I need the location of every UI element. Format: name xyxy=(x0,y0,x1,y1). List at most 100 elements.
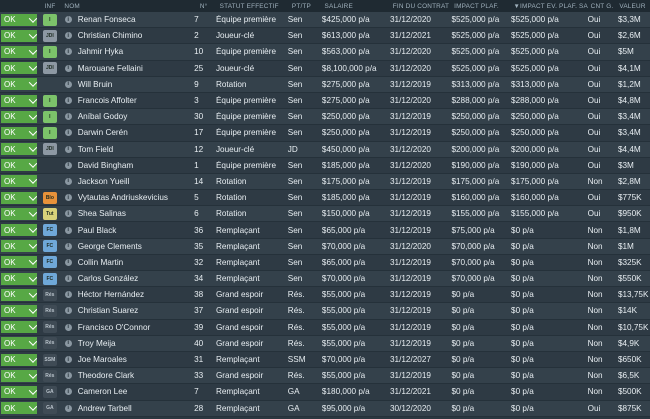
info-icon[interactable]: i xyxy=(64,210,72,218)
table-row[interactable]: OK FC i George Clements 35 Remplaçant Sen $70,0… xyxy=(0,238,650,255)
player-name[interactable]: George Clements xyxy=(77,241,142,251)
player-name[interactable]: Francisco O'Connor xyxy=(77,322,151,332)
selection-dropdown[interactable]: OK xyxy=(1,207,37,220)
selection-dropdown[interactable]: OK xyxy=(1,29,37,42)
player-name[interactable]: Carlos González xyxy=(77,274,139,284)
table-row[interactable]: OK FC i Carlos González 34 Remplaçant Sen $70,0… xyxy=(0,271,650,288)
player-name[interactable]: Troy Meija xyxy=(77,338,116,348)
info-icon[interactable]: i xyxy=(64,161,72,169)
header-fin[interactable]: FIN DU CONTRAT xyxy=(392,2,450,10)
table-row[interactable]: OK JDI i Marouane Fellaini 25 Joueur-clé Sen $8… xyxy=(0,60,650,77)
table-row[interactable]: OK i David Bingham 1 Équipe première Sen $185,… xyxy=(0,157,650,174)
player-name[interactable]: Renan Fonseca xyxy=(77,15,136,25)
status-badge[interactable]: I xyxy=(42,13,57,26)
player-name[interactable]: Christian Chimino xyxy=(77,31,143,41)
info-icon[interactable]: i xyxy=(64,242,72,250)
player-name[interactable]: Darwin Cerén xyxy=(77,128,128,138)
status-badge[interactable]: SSM xyxy=(42,353,57,366)
status-badge[interactable]: Rés xyxy=(42,369,57,382)
table-row[interactable]: OK Tut i Shea Salinas 6 Rotation Sen $150,000 p… xyxy=(0,206,650,223)
selection-dropdown[interactable]: OK xyxy=(1,62,37,75)
player-name[interactable]: David Bingham xyxy=(77,160,134,170)
player-name[interactable]: Jackson Yueill xyxy=(77,176,130,186)
info-icon[interactable]: i xyxy=(64,275,72,283)
status-badge[interactable]: Rés xyxy=(42,304,57,317)
table-row[interactable]: OK JDI i Christian Chimino 2 Joueur-clé Sen $61… xyxy=(0,28,650,45)
player-name[interactable]: Tom Field xyxy=(77,144,114,154)
info-icon[interactable]: i xyxy=(64,16,72,24)
selection-dropdown[interactable]: OK xyxy=(1,110,37,123)
info-icon[interactable]: i xyxy=(64,97,72,105)
status-badge[interactable]: I xyxy=(42,126,57,139)
status-badge[interactable]: FC xyxy=(42,272,57,285)
selection-dropdown[interactable]: OK xyxy=(1,94,37,107)
selection-dropdown[interactable]: OK xyxy=(1,126,37,139)
info-icon[interactable]: i xyxy=(64,129,72,137)
info-icon[interactable]: i xyxy=(64,32,72,40)
selection-dropdown[interactable]: OK xyxy=(1,45,37,58)
info-icon[interactable]: i xyxy=(64,356,72,364)
info-icon[interactable]: i xyxy=(64,291,72,299)
status-badge[interactable]: Blo xyxy=(42,191,57,204)
selection-dropdown[interactable]: OK xyxy=(1,175,37,188)
selection-dropdown[interactable]: OK xyxy=(1,353,37,366)
player-name[interactable]: Shea Salinas xyxy=(77,209,126,219)
info-icon[interactable]: i xyxy=(64,307,72,315)
status-badge[interactable]: GA xyxy=(42,385,57,398)
info-icon[interactable]: i xyxy=(64,372,72,380)
status-badge[interactable]: JDI xyxy=(42,29,57,42)
player-name[interactable]: Paul Black xyxy=(77,225,117,235)
info-icon[interactable]: i xyxy=(64,226,72,234)
table-row[interactable]: OK FC i Paul Black 36 Remplaçant Sen $65,000 p/… xyxy=(0,222,650,239)
player-name[interactable]: Francois Affolter xyxy=(77,96,137,106)
header-impact-ev[interactable]: ▼IMPACT ÉV. PLAF. SAL. xyxy=(513,2,588,10)
info-icon[interactable]: i xyxy=(64,177,72,185)
player-name[interactable]: Aníbal Godoy xyxy=(77,112,128,122)
player-name[interactable]: Andrew Tarbell xyxy=(77,403,132,413)
table-row[interactable]: OK Rés i Héctor Hernández 38 Grand espoir Rés.… xyxy=(0,287,650,304)
player-name[interactable]: Marouane Fellaini xyxy=(77,63,143,73)
table-row[interactable]: OK SSM i Joe Maroales 31 Remplaçant SSM $70,000… xyxy=(0,351,650,369)
info-icon[interactable]: i xyxy=(64,258,72,266)
selection-dropdown[interactable]: OK xyxy=(1,321,37,334)
status-badge[interactable]: Rés xyxy=(42,337,57,350)
info-icon[interactable]: i xyxy=(64,388,72,396)
player-name[interactable]: Collin Martin xyxy=(77,257,124,267)
header-impact[interactable]: IMPACT PLAF. xyxy=(454,2,499,10)
selection-dropdown[interactable]: OK xyxy=(1,256,37,269)
table-row[interactable]: OK Rés i Francisco O'Connor 39 Grand espoir Ré… xyxy=(0,319,650,336)
selection-dropdown[interactable]: OK xyxy=(1,78,37,91)
header-nom[interactable]: NOM xyxy=(64,2,80,10)
table-row[interactable]: OK GA i Cameron Lee 7 Remplaçant GA $180,000 p/… xyxy=(0,384,650,401)
player-name[interactable]: Christian Suarez xyxy=(77,306,139,316)
table-row[interactable]: OK Rés i Troy Meija 40 Grand espoir Rés. $55,00… xyxy=(0,335,650,352)
selection-dropdown[interactable]: OK xyxy=(1,159,37,172)
table-row[interactable]: OK FC i Collin Martin 32 Remplaçant Sen $65,000… xyxy=(0,254,650,271)
selection-dropdown[interactable]: OK xyxy=(1,191,37,204)
status-badge[interactable]: Rés xyxy=(42,288,57,301)
status-badge[interactable]: FC xyxy=(42,256,57,269)
table-row[interactable]: OK i Will Bruin 9 Rotation Sen $275,000 p/a 31/… xyxy=(0,76,650,93)
selection-dropdown[interactable]: OK xyxy=(1,143,37,156)
selection-dropdown[interactable]: OK xyxy=(1,304,37,317)
selection-dropdown[interactable]: OK xyxy=(1,272,37,285)
info-icon[interactable]: i xyxy=(64,145,72,153)
status-badge[interactable]: FC xyxy=(42,224,57,237)
selection-dropdown[interactable]: OK xyxy=(1,13,37,26)
selection-dropdown[interactable]: OK xyxy=(1,402,37,415)
info-icon[interactable]: i xyxy=(64,323,72,331)
table-row[interactable]: OK JDI i Tom Field 12 Joueur-clé JD $450,000 p/… xyxy=(0,141,650,158)
status-badge[interactable]: I xyxy=(42,45,57,58)
info-icon[interactable]: i xyxy=(64,64,72,72)
status-badge[interactable]: JDI xyxy=(42,143,57,156)
status-badge[interactable]: JDI xyxy=(42,62,57,75)
player-name[interactable]: Joe Maroales xyxy=(77,355,127,365)
header-inf[interactable]: INF xyxy=(44,2,56,10)
status-badge[interactable]: Rés xyxy=(42,321,57,334)
status-badge[interactable]: FC xyxy=(42,240,57,253)
info-icon[interactable]: i xyxy=(64,48,72,56)
player-name[interactable]: Theodore Clark xyxy=(77,371,135,381)
